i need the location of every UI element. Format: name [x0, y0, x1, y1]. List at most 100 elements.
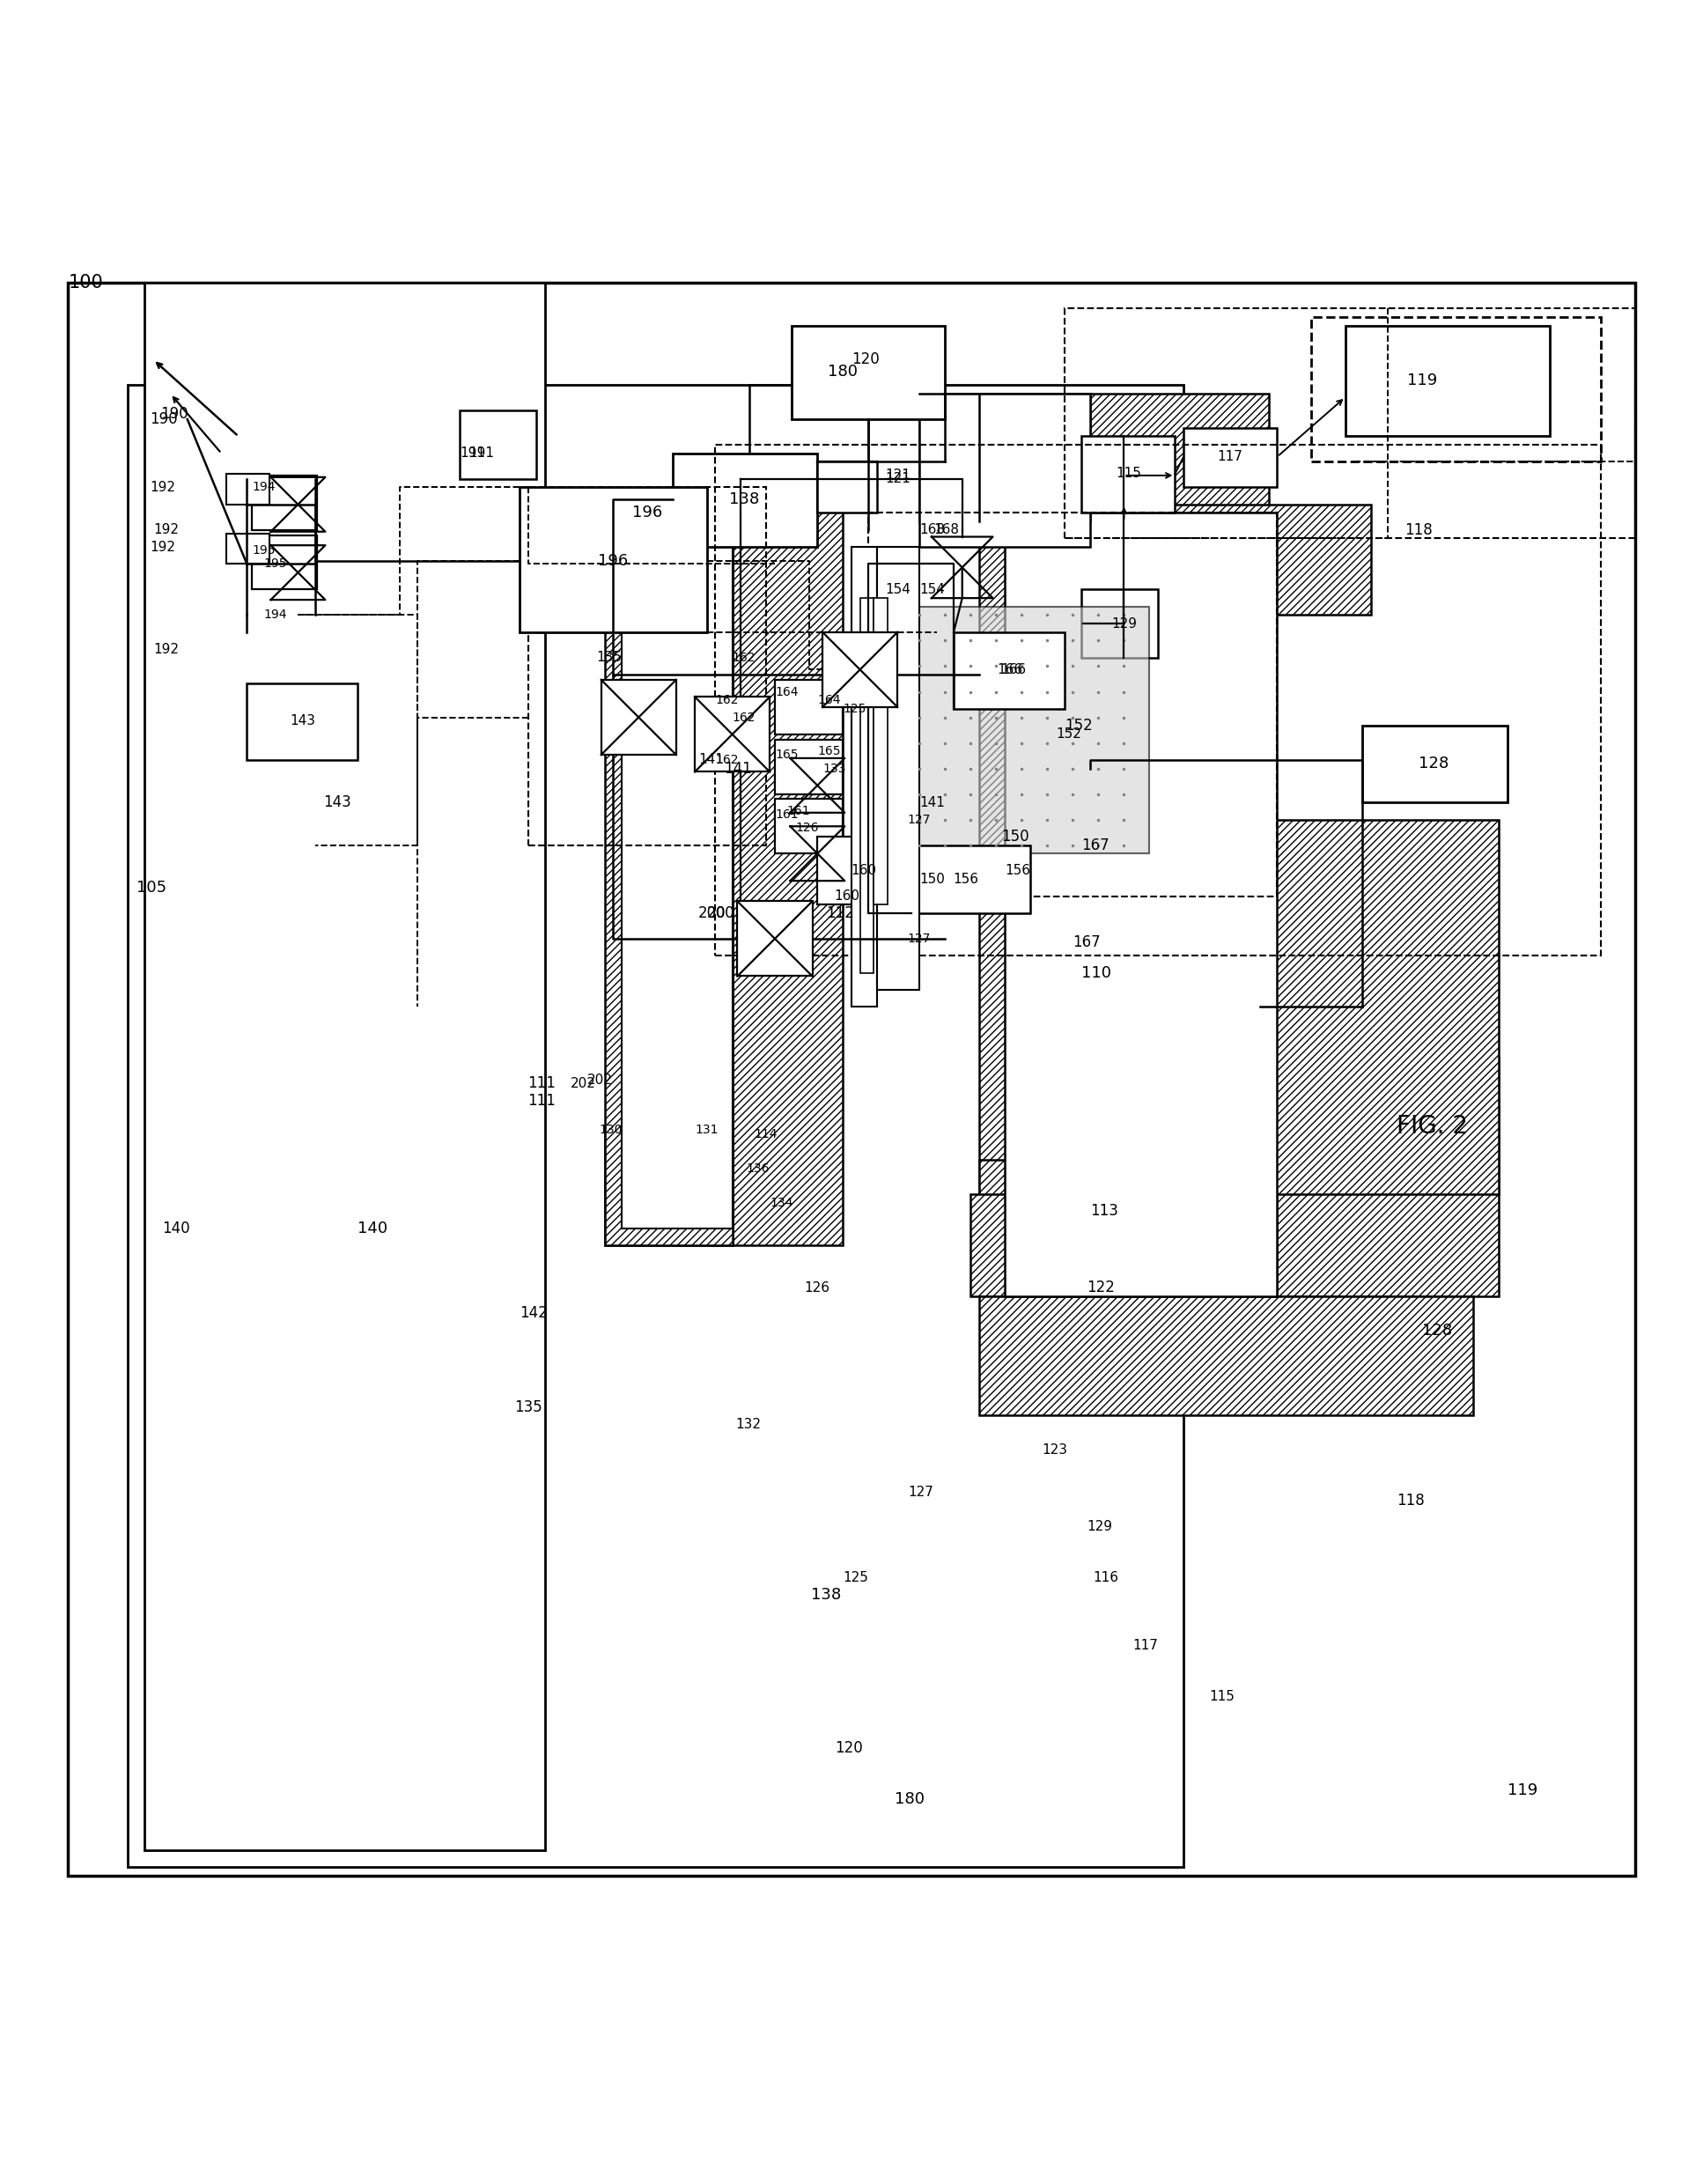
Text: 192: 192	[150, 539, 175, 553]
Bar	[775, 679, 843, 734]
Text: 129: 129	[1087, 1520, 1112, 1533]
Text: 131: 131	[695, 1123, 719, 1136]
Text: 118: 118	[1396, 1494, 1424, 1509]
Text: 165: 165	[817, 745, 841, 758]
Text: 195: 195	[252, 544, 276, 557]
Bar	[920, 393, 988, 522]
Text: 136: 136	[746, 1162, 770, 1175]
Bar	[1311, 317, 1601, 461]
Bar	[528, 487, 766, 845]
Bar	[1081, 437, 1175, 513]
Text: 162: 162	[715, 695, 739, 705]
Text: 190: 190	[160, 406, 187, 422]
Text: 196: 196	[598, 553, 628, 568]
Text: 191: 191	[468, 448, 494, 461]
Text: 134: 134	[770, 1197, 794, 1210]
Text: 165: 165	[775, 749, 799, 760]
Text: 127: 127	[908, 933, 932, 946]
Text: 156: 156	[1005, 865, 1030, 878]
Bar	[792, 325, 945, 419]
Text: 168: 168	[920, 524, 945, 537]
Bar	[1064, 308, 1635, 539]
Text: 135: 135	[514, 1400, 542, 1415]
Text: 160: 160	[852, 865, 875, 878]
Bar	[605, 496, 732, 1245]
Text: 100: 100	[68, 275, 104, 293]
Text: 164: 164	[817, 695, 841, 705]
Bar	[971, 1195, 1022, 1297]
Text: 167: 167	[1073, 935, 1100, 950]
Text: 127: 127	[908, 1485, 933, 1498]
Text: 114: 114	[754, 1129, 778, 1140]
Text: 141: 141	[920, 795, 945, 808]
Bar	[128, 384, 1184, 1867]
Text: 160: 160	[834, 889, 860, 902]
Text: 168: 168	[933, 524, 959, 537]
Bar	[954, 631, 1064, 710]
Text: 192: 192	[153, 642, 179, 655]
Text: 167: 167	[1081, 836, 1109, 854]
Text: 200: 200	[698, 904, 725, 922]
Text: 166: 166	[996, 664, 1024, 677]
Text: 138: 138	[729, 491, 760, 507]
Text: 140: 140	[358, 1221, 388, 1236]
Bar	[817, 461, 877, 513]
Bar	[145, 284, 545, 1850]
Text: 121: 121	[886, 470, 911, 483]
Bar	[874, 598, 887, 904]
Bar	[852, 546, 877, 1007]
Bar	[1226, 1195, 1277, 1297]
Bar	[920, 393, 1090, 546]
Bar	[715, 446, 1601, 957]
Bar	[226, 533, 269, 563]
Text: 154: 154	[886, 583, 911, 596]
Text: 164: 164	[775, 686, 799, 699]
Text: 200: 200	[707, 904, 734, 922]
Text: 130: 130	[599, 1123, 623, 1136]
Text: 118: 118	[1405, 522, 1432, 537]
Bar	[695, 697, 770, 771]
Text: 202: 202	[588, 1075, 613, 1088]
Bar	[673, 454, 817, 546]
Text: 122: 122	[1087, 1280, 1114, 1295]
Text: 143: 143	[291, 714, 315, 727]
Text: 110: 110	[1081, 965, 1112, 981]
Bar	[1345, 325, 1550, 437]
Bar	[1260, 1057, 1499, 1297]
Text: 140: 140	[162, 1221, 189, 1236]
Bar	[737, 902, 812, 976]
Bar	[911, 607, 1150, 854]
Bar	[1184, 428, 1277, 487]
Text: 117: 117	[1218, 450, 1241, 463]
Text: 143: 143	[324, 795, 351, 810]
Text: 150: 150	[1001, 828, 1029, 845]
Text: 132: 132	[736, 1417, 761, 1431]
Bar	[979, 393, 1269, 513]
Bar	[732, 496, 843, 1245]
Text: 123: 123	[1042, 1444, 1068, 1457]
Text: 166: 166	[1000, 664, 1027, 677]
Text: 119: 119	[1407, 371, 1437, 389]
Bar	[252, 476, 317, 531]
Bar	[622, 513, 732, 1227]
Text: 112: 112	[826, 904, 853, 922]
Bar	[903, 845, 1030, 913]
Text: 133: 133	[823, 762, 846, 775]
Bar	[1362, 725, 1507, 802]
Bar	[519, 487, 707, 631]
Text: 128: 128	[1422, 1324, 1453, 1339]
Bar	[226, 474, 269, 505]
Text: 180: 180	[894, 1791, 925, 1806]
Text: 192: 192	[150, 480, 175, 494]
Bar	[1260, 819, 1499, 1195]
Text: 190: 190	[150, 411, 177, 428]
Bar	[775, 799, 843, 854]
Text: 121: 121	[886, 472, 911, 485]
Text: 162: 162	[732, 712, 756, 723]
Text: 195: 195	[264, 557, 288, 570]
Bar	[1081, 590, 1158, 657]
Text: 113: 113	[1090, 1203, 1117, 1219]
Text: 161: 161	[787, 806, 811, 817]
Bar	[252, 535, 317, 590]
Text: 141: 141	[698, 753, 724, 767]
